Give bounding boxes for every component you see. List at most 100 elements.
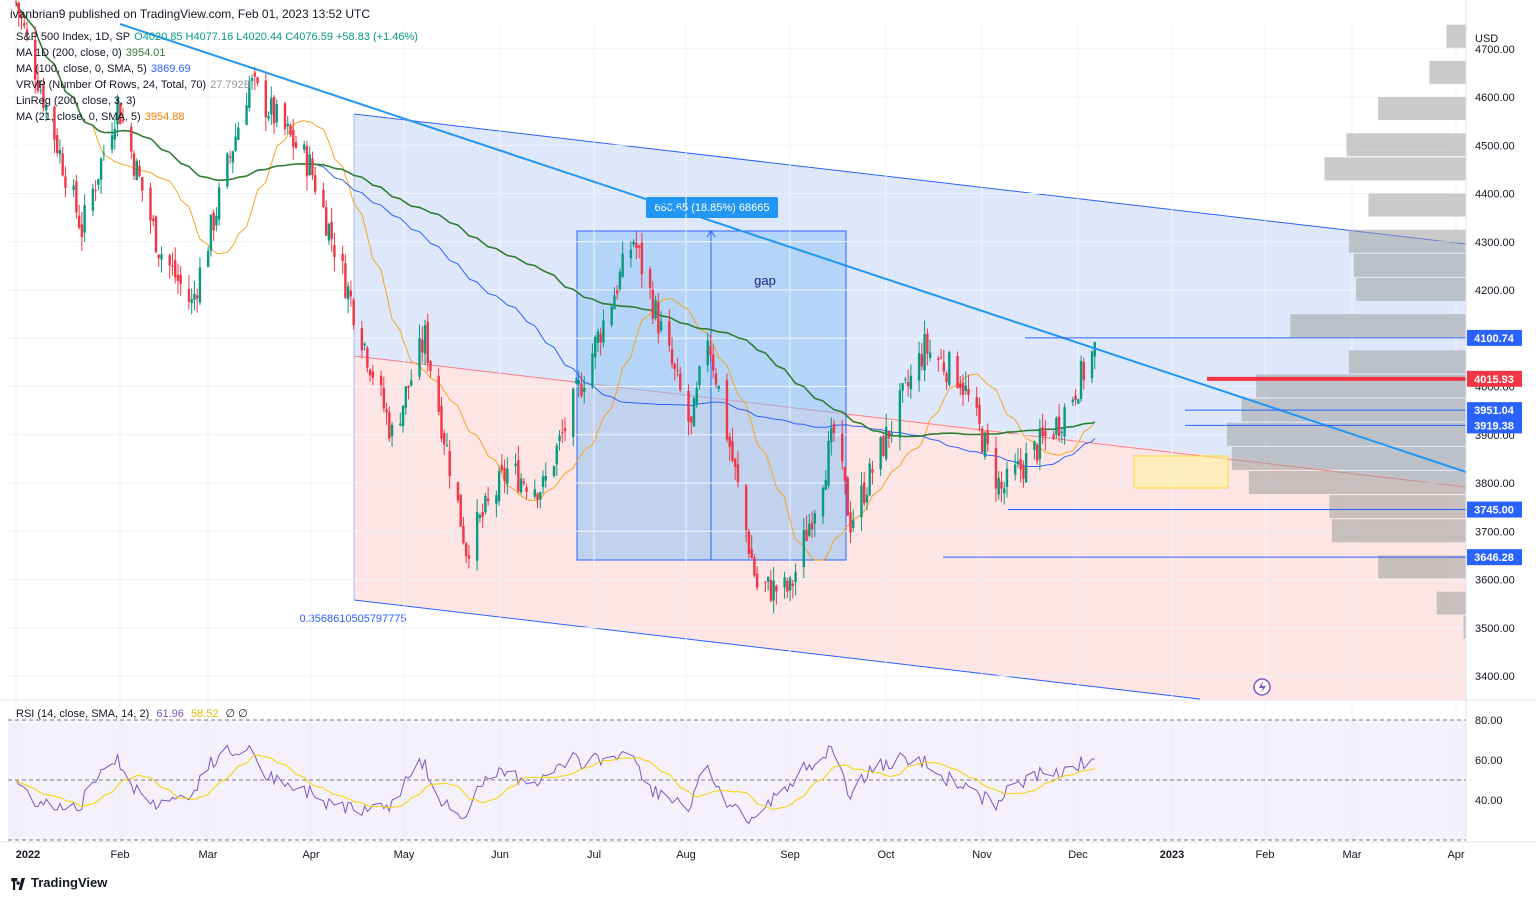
candle-body bbox=[217, 187, 221, 220]
y-tick-label: 4500.00 bbox=[1475, 140, 1515, 152]
candle-body bbox=[212, 212, 215, 231]
candle-body bbox=[733, 458, 737, 468]
candle-body bbox=[939, 357, 943, 359]
candle-body bbox=[574, 381, 578, 383]
legend-value: 3954.88 bbox=[144, 111, 185, 123]
candle-body bbox=[596, 331, 600, 343]
candle-body bbox=[1079, 360, 1083, 400]
candle-body bbox=[610, 306, 613, 325]
candle-body bbox=[475, 512, 479, 561]
candle-body bbox=[121, 120, 125, 122]
legend-value: 3954.01 bbox=[125, 47, 166, 59]
candle-body bbox=[481, 512, 484, 517]
tradingview-logo-icon bbox=[11, 877, 25, 890]
candle-body bbox=[174, 260, 177, 278]
x-tick-label: Sep bbox=[780, 849, 800, 861]
candle-body bbox=[116, 97, 119, 125]
candle-body bbox=[110, 135, 114, 150]
candle-body bbox=[830, 427, 833, 443]
candle-body bbox=[613, 295, 616, 310]
candle-body bbox=[91, 188, 95, 211]
candle-body bbox=[272, 96, 276, 124]
candle-body bbox=[1055, 417, 1058, 435]
ma21-line bbox=[15, 2, 1096, 561]
candle-body bbox=[1044, 430, 1047, 437]
y-tick-label: 3800.00 bbox=[1475, 478, 1515, 490]
vp-row bbox=[1368, 193, 1466, 217]
legend-line: MA (100, close, 0, SMA, 5) 3869.69 bbox=[16, 63, 195, 75]
rsi-legend-v1: 61.96 bbox=[156, 708, 184, 720]
x-tick-label: Apr bbox=[302, 849, 319, 861]
candle-body bbox=[673, 364, 676, 369]
candle-body bbox=[937, 358, 940, 360]
candle-body bbox=[805, 529, 808, 542]
candle-body bbox=[190, 299, 193, 304]
candle-body bbox=[443, 433, 446, 445]
vp-row bbox=[1231, 446, 1466, 470]
candle-body bbox=[772, 580, 775, 601]
candle-body bbox=[577, 380, 580, 385]
candle-body bbox=[978, 404, 981, 424]
candle-body bbox=[821, 487, 825, 517]
candle-body bbox=[448, 451, 451, 477]
rsi-legend-name: RSI (14, close, SMA, 14, 2) bbox=[16, 708, 150, 720]
candle-body bbox=[728, 436, 731, 447]
candle-body bbox=[794, 571, 797, 583]
candle-body bbox=[256, 77, 259, 84]
candle-body bbox=[421, 339, 424, 353]
linreg-lower-line bbox=[353, 599, 1201, 700]
candle-body bbox=[744, 485, 748, 530]
candle-body bbox=[698, 366, 701, 386]
candle-body bbox=[1035, 444, 1039, 461]
rsi-legend: RSI (14, close, SMA, 14, 2) 61.96 58.52 … bbox=[16, 707, 252, 720]
candle-body bbox=[920, 354, 924, 367]
x-tick-label: Oct bbox=[877, 849, 894, 861]
candle-body bbox=[544, 475, 547, 481]
candle-body bbox=[909, 375, 913, 390]
candle-body bbox=[36, 80, 40, 91]
candle-body bbox=[928, 352, 932, 358]
price-level-tag-label: 3745.00 bbox=[1474, 505, 1514, 517]
candle-body bbox=[138, 165, 141, 177]
candle-body bbox=[311, 158, 314, 176]
legend-line: MA 1D (200, close, 0) 3954.01 bbox=[16, 47, 170, 59]
candle-body bbox=[695, 388, 698, 404]
y-tick-label: 3700.00 bbox=[1475, 526, 1515, 538]
tradingview-footer[interactable]: TradingView bbox=[10, 875, 107, 890]
candle-body bbox=[522, 481, 526, 484]
candle-body bbox=[706, 340, 709, 366]
vp-row bbox=[1378, 555, 1466, 579]
candle-body bbox=[195, 295, 199, 299]
candle-body bbox=[747, 531, 751, 554]
candle-body bbox=[283, 103, 287, 130]
x-tick-label: Jun bbox=[491, 849, 509, 861]
fib-label: 0.3568610505797775 bbox=[299, 613, 406, 625]
candle-body bbox=[640, 242, 644, 275]
candle-body bbox=[1016, 461, 1020, 465]
candle-body bbox=[401, 405, 405, 427]
candle-body bbox=[1082, 361, 1086, 381]
x-tick-label: Nov bbox=[972, 849, 992, 861]
candle-body bbox=[750, 548, 753, 559]
vp-row bbox=[1346, 133, 1466, 157]
x-tick-label: Mar bbox=[199, 849, 218, 861]
legend-name: MA 1D (200, close, 0) bbox=[16, 47, 122, 59]
candle-body bbox=[1041, 427, 1044, 437]
candle-body bbox=[253, 72, 257, 77]
candle-body bbox=[668, 321, 671, 346]
vp-row bbox=[1436, 591, 1466, 615]
x-tick-label: Apr bbox=[1447, 849, 1464, 861]
candle-body bbox=[591, 353, 594, 388]
candle-body bbox=[503, 467, 506, 482]
candle-body bbox=[788, 577, 792, 591]
candle-body bbox=[676, 370, 679, 372]
candle-body bbox=[344, 263, 347, 298]
vp-row bbox=[1348, 229, 1466, 253]
vp-row bbox=[1353, 253, 1466, 277]
candle-body bbox=[846, 477, 849, 516]
candle-body bbox=[1024, 452, 1028, 483]
price-level-tag-label: 3951.04 bbox=[1474, 405, 1515, 417]
candle-body bbox=[533, 489, 537, 497]
candle-body bbox=[670, 349, 674, 365]
